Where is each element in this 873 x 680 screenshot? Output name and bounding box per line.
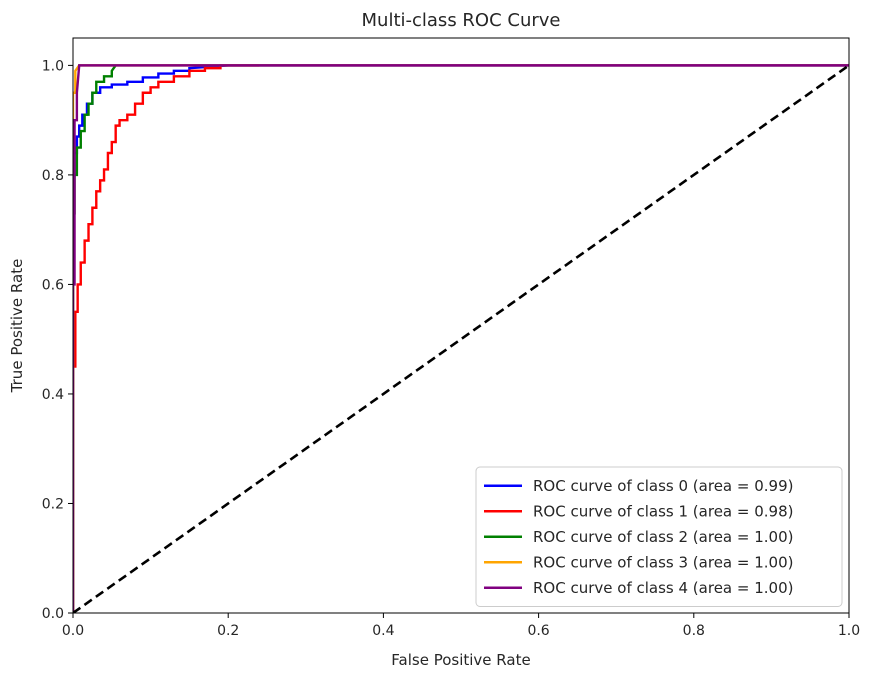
x-axis-label: False Positive Rate [391,651,530,669]
chart-title: Multi-class ROC Curve [362,10,561,31]
x-tick-label: 1.0 [838,623,860,639]
x-tick-label: 0.6 [527,623,549,639]
chance-diagonal-line [73,64,849,613]
y-tick-label: 0.4 [42,387,64,403]
x-tick-label: 0.4 [372,623,394,639]
legend-entry: ROC curve of class 4 (area = 1.00) [533,579,793,597]
series-line-class-2 [73,64,117,613]
legend-entry: ROC curve of class 1 (area = 0.98) [533,502,793,520]
y-tick-label: 0.0 [42,606,64,622]
y-tick-label: 0.8 [42,168,64,184]
legend-entry: ROC curve of class 0 (area = 0.99) [533,477,793,495]
legend-box [475,466,843,607]
y-tick-label: 0.6 [42,277,64,293]
legend-entry: ROC curve of class 3 (area = 1.00) [533,553,793,571]
plot-frame [72,37,850,614]
x-tick-label: 0.2 [217,623,239,639]
y-axis: 0.0 0.2 0.4 0.6 0.8 1.0 [42,58,73,622]
series-line-class-1 [73,64,260,613]
y-tick-label: 0.2 [42,496,64,512]
legend-entry: ROC curve of class 2 (area = 1.00) [533,528,793,546]
y-tick-label: 1.0 [42,58,64,74]
legend: ROC curve of class 0 (area = 0.99) ROC cu… [475,466,843,607]
x-tick-label: 0.8 [683,623,705,639]
series-line-class-0 [73,64,849,613]
x-tick-label: 0.0 [62,623,84,639]
x-axis: 0.0 0.2 0.4 0.6 0.8 1.0 [62,613,860,639]
y-axis-label: True Positive Rate [8,259,26,394]
